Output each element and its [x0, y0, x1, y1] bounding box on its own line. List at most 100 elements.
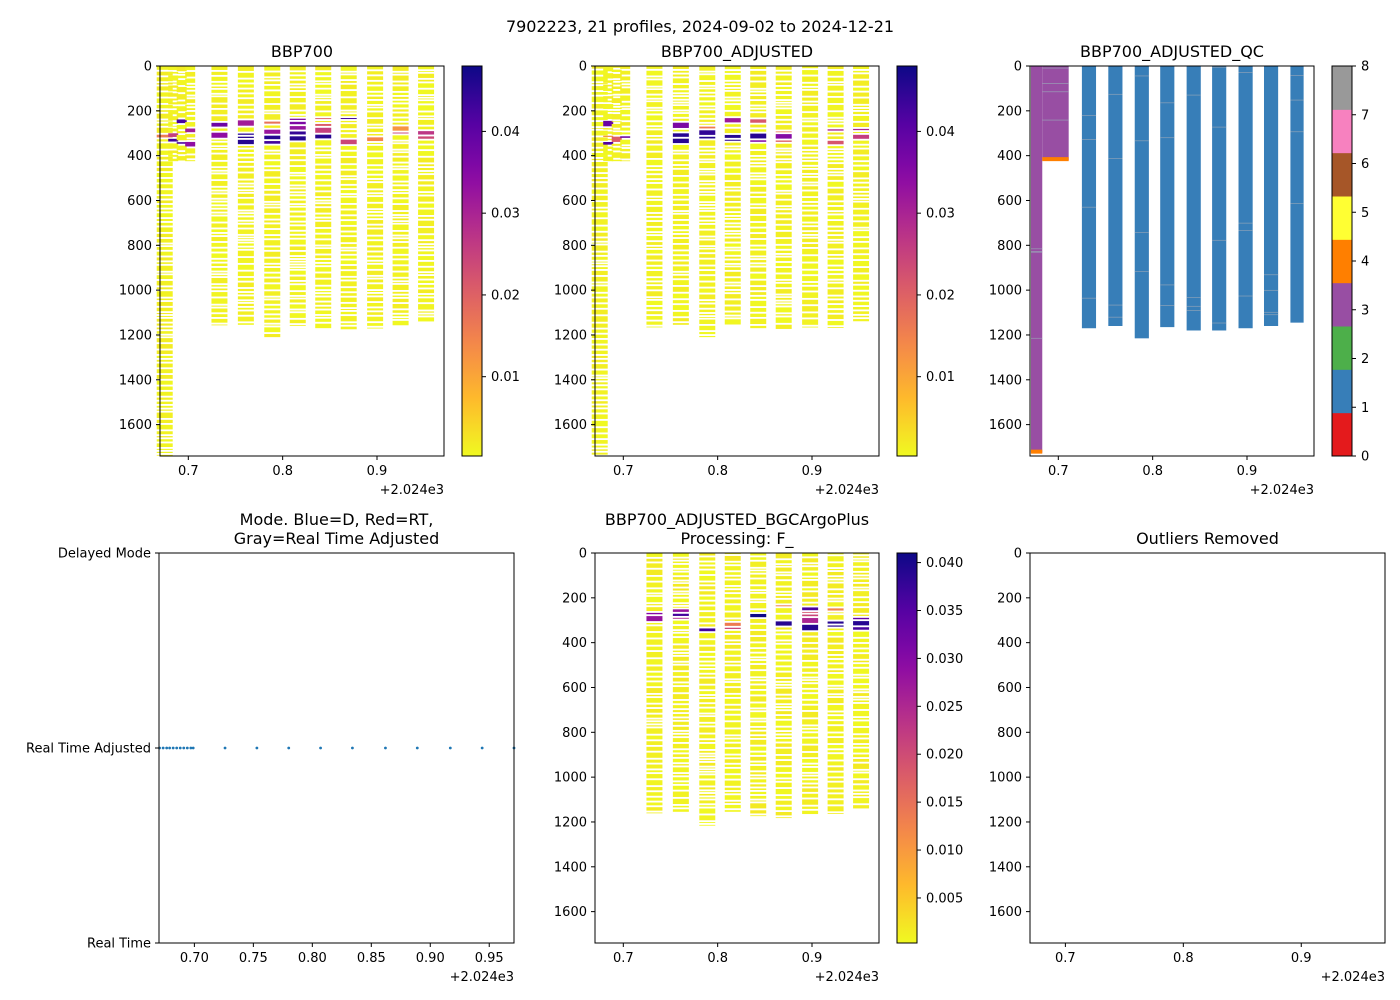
data-cell — [775, 317, 792, 323]
data-cell — [176, 106, 187, 112]
data-cell — [646, 553, 663, 557]
data-cell — [176, 119, 187, 124]
data-cell — [724, 673, 741, 679]
data-cell — [672, 280, 689, 285]
data-cell — [646, 659, 663, 665]
x-offset-label: +2.024e3 — [1250, 483, 1314, 498]
data-cell — [591, 148, 608, 152]
data-cell — [802, 113, 819, 118]
data-cell — [156, 350, 173, 354]
data-cell — [853, 675, 870, 677]
colorbar-tick-label: 0.005 — [926, 891, 963, 906]
data-cell — [264, 66, 281, 71]
data-cell — [211, 285, 228, 287]
data-cell — [672, 244, 689, 250]
data-cell — [340, 216, 357, 220]
data-cell — [750, 167, 767, 173]
data-cell — [392, 135, 409, 140]
data-cell — [853, 583, 870, 587]
data-cell — [340, 251, 357, 254]
data-cell — [672, 598, 689, 603]
data-cell — [802, 643, 819, 648]
data-cell — [211, 242, 228, 247]
data-cell — [750, 586, 767, 590]
data-cell — [611, 147, 622, 151]
data-cell — [603, 128, 614, 130]
mode-point — [161, 746, 165, 750]
data-cell — [315, 201, 332, 203]
data-cell — [802, 553, 819, 557]
data-cell — [802, 166, 819, 168]
data-cell — [802, 654, 819, 660]
y-tick-label: 1600 — [989, 418, 1022, 433]
data-cell — [646, 812, 663, 814]
data-cell — [392, 191, 409, 193]
data-cell — [315, 72, 332, 76]
data-cell — [591, 329, 608, 333]
data-cell — [340, 66, 357, 71]
data-cell — [156, 454, 173, 456]
data-cell — [603, 73, 614, 79]
data-cell — [775, 767, 792, 772]
data-cell — [699, 123, 716, 125]
data-cell — [802, 150, 819, 153]
data-cell — [750, 287, 767, 291]
data-cell — [392, 82, 409, 85]
data-cell — [750, 795, 767, 799]
profile-column — [672, 66, 689, 325]
data-cell — [620, 139, 631, 145]
data-cell — [802, 227, 819, 231]
data-cell — [750, 803, 767, 809]
data-cell — [591, 293, 608, 297]
data-cell — [750, 800, 767, 802]
data-cell — [827, 202, 844, 206]
data-cell — [853, 617, 870, 620]
data-cell — [724, 729, 741, 735]
data-cell — [176, 94, 187, 100]
data-cell — [699, 270, 716, 275]
data-cell — [211, 104, 228, 108]
data-cell — [699, 750, 716, 753]
data-cell — [611, 143, 622, 146]
data-cell — [775, 621, 792, 626]
data-cell — [185, 78, 196, 83]
data-cell — [699, 808, 716, 814]
data-cell — [853, 74, 870, 79]
data-cell — [156, 431, 173, 435]
data-cell — [156, 391, 173, 396]
data-cell — [672, 103, 689, 105]
data-cell — [156, 409, 173, 411]
data-cell — [827, 118, 844, 120]
panel-bbp700: 0.010.020.030.040.7 0.8 0.9+2.024e30200400… — [119, 42, 520, 498]
data-cell — [853, 744, 870, 747]
data-cell — [156, 424, 173, 430]
data-cell — [392, 118, 409, 121]
data-cell — [367, 303, 384, 307]
data-cell — [775, 131, 792, 133]
data-cell — [827, 794, 844, 799]
data-cell — [185, 116, 196, 121]
data-cell — [827, 85, 844, 91]
qc-profile — [1030, 66, 1043, 454]
data-cell — [724, 191, 741, 196]
data-cell — [827, 583, 844, 589]
data-cell — [672, 154, 689, 160]
data-cell — [392, 295, 409, 297]
data-cell — [853, 307, 870, 310]
data-cell — [340, 157, 357, 164]
data-cell — [603, 135, 614, 137]
data-cell — [237, 292, 254, 295]
data-cell — [775, 152, 792, 154]
data-cell — [750, 106, 767, 108]
data-cell — [289, 118, 306, 120]
data-cell — [802, 767, 819, 772]
data-cell — [672, 638, 689, 644]
data-cell — [802, 270, 819, 275]
data-cell — [699, 276, 716, 281]
data-cell — [827, 173, 844, 175]
data-cell — [853, 228, 870, 230]
data-cell — [211, 122, 228, 127]
data-cell — [775, 688, 792, 694]
data-cell — [672, 809, 689, 812]
